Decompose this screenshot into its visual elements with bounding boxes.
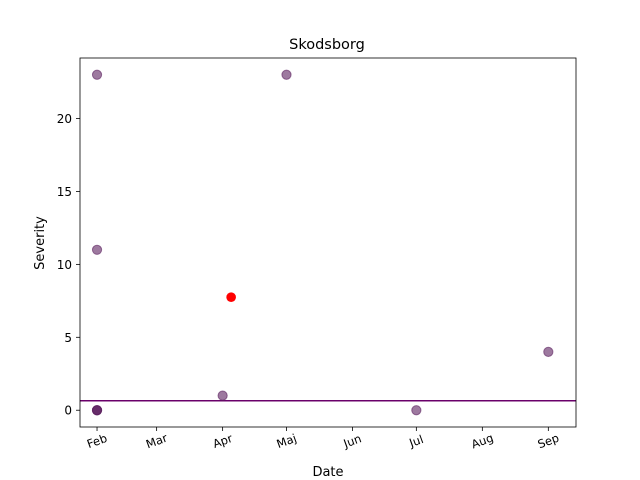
x-axis-ticks: Feb Mar Apr Maj Jun Jul Aug Sep bbox=[85, 427, 561, 451]
y-tick-label: 15 bbox=[57, 185, 72, 199]
scatter-point bbox=[91, 69, 103, 80]
scatter-point bbox=[217, 390, 228, 401]
y-tick-label: 0 bbox=[64, 404, 72, 418]
highlight-point bbox=[226, 292, 236, 302]
y-axis-label: Severity bbox=[33, 216, 48, 270]
x-tick-label: Maj bbox=[275, 431, 299, 451]
x-tick-label: Jul bbox=[406, 432, 425, 450]
chart-title: Skodsborg bbox=[289, 37, 365, 53]
scatter-point bbox=[411, 405, 422, 416]
marks-layer bbox=[80, 69, 576, 416]
y-axis-ticks: 0 5 10 15 20 bbox=[57, 112, 80, 418]
x-tick-label: Mar bbox=[144, 431, 169, 452]
x-tick-label: Sep bbox=[536, 431, 561, 452]
scatter-point bbox=[91, 405, 103, 416]
x-tick-label: Jun bbox=[341, 431, 364, 451]
y-tick-label: 10 bbox=[57, 258, 72, 272]
x-axis-label: Date bbox=[312, 465, 343, 480]
x-tick-label: Aug bbox=[469, 431, 495, 452]
x-tick-label: Apr bbox=[211, 431, 235, 451]
y-tick-label: 5 bbox=[64, 331, 72, 345]
x-tick-label: Feb bbox=[85, 431, 109, 451]
scatter-point bbox=[91, 244, 103, 255]
scatter-point bbox=[281, 69, 292, 80]
y-tick-label: 20 bbox=[57, 112, 72, 126]
scatter-point bbox=[543, 346, 554, 357]
axes-frame bbox=[79, 57, 577, 428]
